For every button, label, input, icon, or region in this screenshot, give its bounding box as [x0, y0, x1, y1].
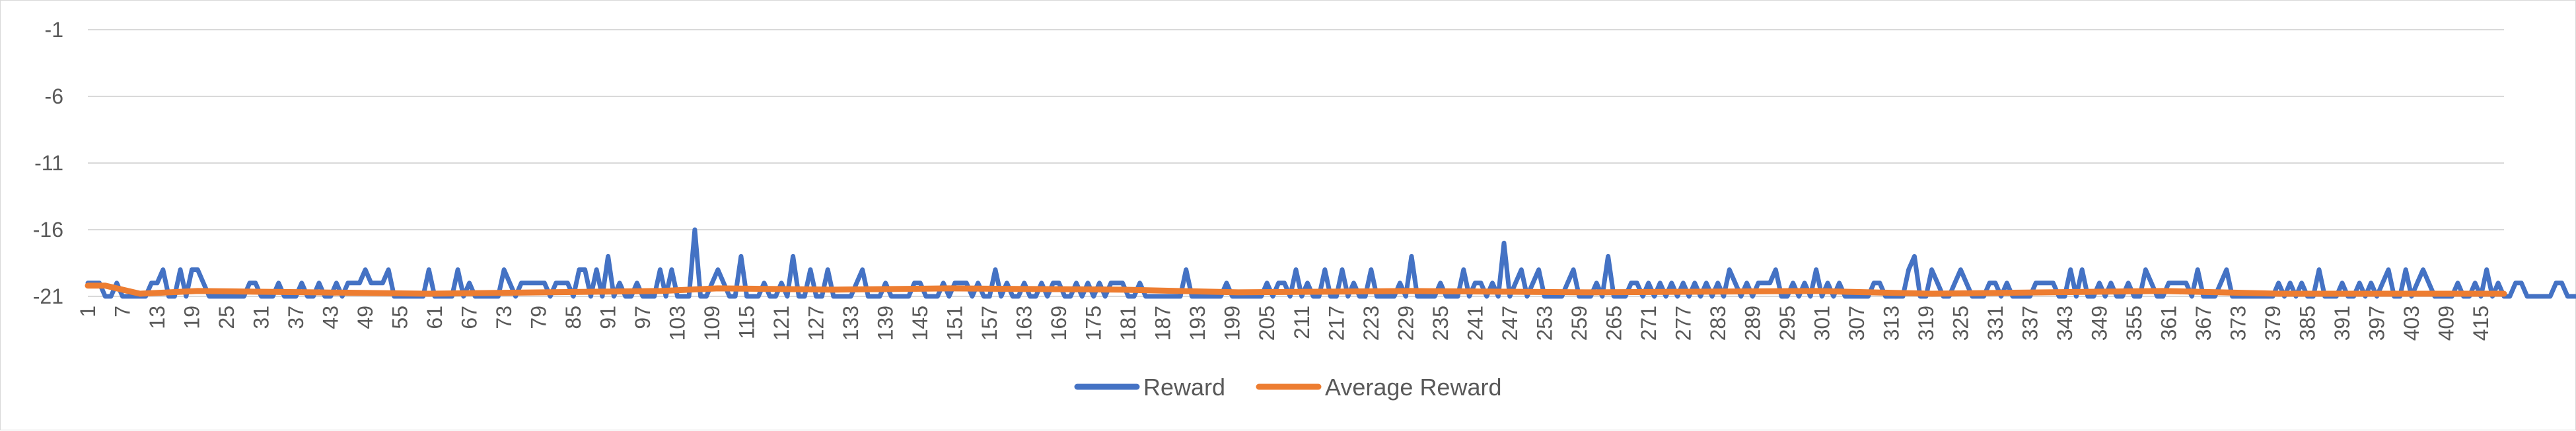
x-tick-label: 7: [111, 306, 135, 317]
legend-label: Average Reward: [1325, 374, 1502, 401]
x-tick-label: 157: [978, 306, 1001, 341]
x-tick-label: 397: [2365, 306, 2388, 341]
x-axis-ticks: 1 7 13 19 25 31 37 43 49 55 61 67 73 79 85 91 97 103 109 11…: [76, 306, 2493, 341]
x-tick-label: 127: [805, 306, 828, 341]
x-tick-label: 367: [2192, 306, 2215, 341]
x-tick-label: 187: [1151, 306, 1175, 341]
x-tick-label: 409: [2434, 306, 2458, 341]
x-tick-label: 403: [2400, 306, 2423, 341]
x-tick-label: 43: [319, 306, 343, 329]
x-tick-label: 349: [2087, 306, 2111, 341]
x-tick-label: 133: [839, 306, 863, 341]
x-tick-label: 103: [666, 306, 690, 341]
x-tick-label: 259: [1567, 306, 1591, 341]
x-tick-label: 169: [1047, 306, 1071, 341]
x-tick-label: 139: [874, 306, 898, 341]
x-tick-label: 265: [1602, 306, 1626, 341]
legend: Reward Average Reward: [1074, 374, 1502, 401]
x-tick-label: 31: [250, 306, 273, 329]
y-tick-label: -6: [45, 84, 63, 108]
x-tick-label: 391: [2330, 306, 2354, 341]
legend-label: Reward: [1143, 374, 1225, 401]
x-tick-label: 283: [1706, 306, 1730, 341]
x-tick-label: 355: [2122, 306, 2146, 341]
x-tick-label: 13: [145, 306, 169, 329]
gridlines: [88, 29, 2504, 297]
x-tick-label: 163: [1013, 306, 1036, 341]
x-tick-label: 343: [2053, 306, 2077, 341]
x-tick-label: 385: [2295, 306, 2319, 341]
x-tick-label: 325: [1949, 306, 1972, 341]
x-tick-label: 55: [388, 306, 412, 329]
x-tick-label: 217: [1324, 306, 1348, 341]
x-tick-label: 379: [2261, 306, 2285, 341]
series-lines: [85, 227, 2576, 299]
x-tick-label: 223: [1359, 306, 1383, 341]
x-tick-label: 67: [458, 306, 482, 329]
x-tick-label: 109: [700, 306, 724, 341]
x-tick-label: 181: [1116, 306, 1140, 341]
x-tick-label: 415: [2469, 306, 2493, 341]
x-tick-label: 253: [1532, 306, 1556, 341]
x-tick-label: 319: [1914, 306, 1938, 341]
y-tick-label: -16: [33, 218, 63, 242]
x-tick-label: 1: [76, 306, 100, 317]
series-line-average-reward: [85, 282, 2507, 297]
x-tick-label: 313: [1879, 306, 1903, 341]
x-tick-label: 61: [423, 306, 447, 329]
x-tick-label: 91: [596, 306, 620, 329]
x-tick-label: 307: [1845, 306, 1869, 341]
x-tick-label: 289: [1740, 306, 1764, 341]
x-tick-label: 235: [1429, 306, 1452, 341]
y-tick-label: -11: [34, 151, 63, 175]
x-tick-label: 211: [1290, 306, 1314, 339]
x-tick-label: 79: [527, 306, 551, 329]
x-tick-label: 205: [1255, 306, 1279, 341]
x-tick-label: 361: [2157, 306, 2180, 341]
x-tick-label: 121: [769, 306, 793, 341]
x-tick-label: 331: [1984, 306, 2007, 341]
x-tick-label: 25: [215, 306, 238, 329]
y-tick-label: -21: [33, 284, 63, 308]
x-tick-label: 175: [1082, 306, 1106, 341]
x-tick-label: 37: [284, 306, 308, 329]
x-tick-label: 19: [180, 306, 204, 329]
x-tick-label: 301: [1810, 306, 1834, 341]
x-tick-label: 73: [492, 306, 516, 329]
x-tick-label: 241: [1463, 306, 1487, 341]
x-tick-label: 199: [1221, 306, 1244, 341]
x-tick-label: 151: [943, 306, 967, 341]
y-tick-label: -1: [45, 18, 63, 42]
x-tick-label: 85: [561, 306, 585, 329]
x-tick-label: 295: [1775, 306, 1799, 341]
x-tick-label: 115: [735, 306, 759, 339]
x-tick-label: 193: [1186, 306, 1209, 341]
x-tick-label: 247: [1498, 306, 1522, 341]
x-tick-label: 229: [1394, 306, 1417, 341]
x-tick-label: 277: [1671, 306, 1695, 341]
x-tick-label: 145: [908, 306, 932, 341]
x-tick-label: 373: [2226, 306, 2250, 341]
x-tick-label: 271: [1637, 306, 1661, 341]
x-tick-label: 337: [2018, 306, 2042, 341]
series-line-reward: [85, 227, 2576, 299]
x-tick-label: 97: [631, 306, 655, 329]
y-axis-ticks: -1 -6 -11 -16 -21: [33, 18, 63, 308]
x-tick-label: 49: [353, 306, 377, 329]
